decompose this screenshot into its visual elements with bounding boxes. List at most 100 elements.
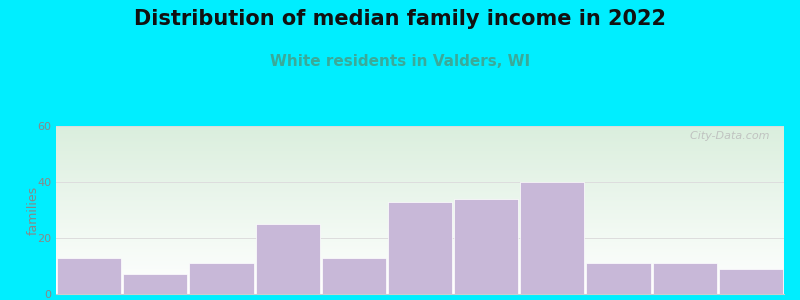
Bar — [56, 199, 784, 200]
Bar — [56, 288, 784, 289]
Bar — [56, 132, 784, 133]
Bar — [56, 234, 784, 235]
Bar — [56, 287, 784, 288]
Text: White residents in Valders, WI: White residents in Valders, WI — [270, 54, 530, 69]
Bar — [56, 252, 784, 253]
Bar — [56, 131, 784, 132]
Bar — [56, 232, 784, 233]
Bar — [56, 186, 784, 187]
Bar — [56, 283, 784, 284]
Bar — [56, 240, 784, 241]
Bar — [56, 235, 784, 236]
Bar — [56, 290, 784, 291]
Bar — [56, 170, 784, 171]
Bar — [56, 172, 784, 173]
Bar — [56, 129, 784, 130]
Bar — [56, 222, 784, 223]
Bar — [56, 196, 784, 197]
Bar — [56, 273, 784, 274]
Bar — [719, 269, 783, 294]
Bar — [56, 278, 784, 279]
Bar — [56, 144, 784, 145]
Bar — [56, 166, 784, 167]
Bar — [56, 231, 784, 232]
Bar — [56, 154, 784, 155]
Bar — [56, 137, 784, 138]
Text: Distribution of median family income in 2022: Distribution of median family income in … — [134, 9, 666, 29]
Bar — [56, 177, 784, 178]
Bar — [56, 201, 784, 202]
Bar — [454, 199, 518, 294]
Bar — [56, 244, 784, 245]
Bar — [123, 274, 187, 294]
Bar — [56, 168, 784, 169]
Bar — [56, 263, 784, 264]
Bar — [56, 256, 784, 257]
Bar — [56, 260, 784, 261]
Bar — [56, 173, 784, 174]
Bar — [56, 141, 784, 142]
Bar — [56, 156, 784, 157]
Bar — [56, 162, 784, 163]
Bar — [56, 270, 784, 271]
Bar — [56, 210, 784, 211]
Bar — [56, 153, 784, 154]
Bar — [56, 276, 784, 277]
Bar — [56, 285, 784, 286]
Bar — [56, 147, 784, 148]
Bar — [56, 175, 784, 176]
Bar — [56, 169, 784, 170]
Bar — [56, 220, 784, 221]
Bar — [56, 209, 784, 210]
Bar — [56, 181, 784, 182]
Bar — [56, 277, 784, 278]
Bar — [56, 178, 784, 179]
Bar — [56, 161, 784, 162]
Bar — [56, 176, 784, 177]
Bar — [56, 262, 784, 263]
Bar — [56, 254, 784, 255]
Bar — [56, 211, 784, 212]
Bar — [56, 133, 784, 134]
Bar — [56, 286, 784, 287]
Bar — [56, 140, 784, 141]
Bar — [190, 263, 254, 294]
Bar — [56, 212, 784, 213]
Bar — [56, 239, 784, 240]
Bar — [56, 272, 784, 273]
Bar — [56, 259, 784, 260]
Bar — [56, 174, 784, 175]
Bar — [56, 142, 784, 143]
Bar — [56, 200, 784, 201]
Bar — [56, 195, 784, 196]
Bar — [56, 126, 784, 127]
Bar — [56, 282, 784, 283]
Bar — [56, 281, 784, 282]
Text: City-Data.com: City-Data.com — [683, 131, 770, 141]
Bar — [56, 264, 784, 265]
Bar — [56, 229, 784, 230]
Bar — [56, 205, 784, 206]
Bar — [56, 193, 784, 194]
Bar — [56, 243, 784, 244]
Bar — [56, 150, 784, 151]
Bar — [56, 165, 784, 166]
Bar — [56, 190, 784, 191]
Bar — [388, 202, 452, 294]
Bar — [56, 194, 784, 195]
Bar — [56, 280, 784, 281]
Bar — [56, 171, 784, 172]
Bar — [56, 128, 784, 129]
Bar — [56, 218, 784, 219]
Bar — [56, 253, 784, 254]
Bar — [56, 188, 784, 189]
Bar — [56, 255, 784, 256]
Bar — [56, 271, 784, 272]
Bar — [56, 233, 784, 234]
Bar — [56, 152, 784, 153]
Bar — [56, 203, 784, 204]
Bar — [56, 258, 784, 259]
Bar — [56, 279, 784, 280]
Bar — [56, 245, 784, 246]
Bar — [56, 242, 784, 243]
